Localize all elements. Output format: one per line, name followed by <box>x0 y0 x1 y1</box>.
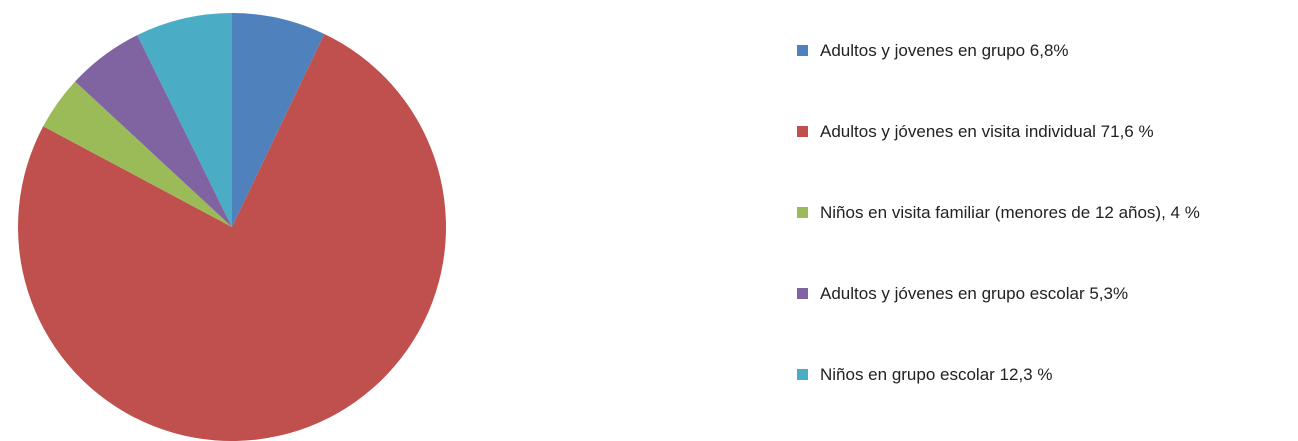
legend-label: Niños en grupo escolar 12,3 % <box>820 365 1053 384</box>
pie-slice <box>232 13 325 227</box>
legend-swatch <box>797 207 808 218</box>
legend-item: Adultos y jóvenes en grupo escolar 5,3% <box>797 280 1128 307</box>
legend-item: Adultos y jóvenes en visita individual 7… <box>797 118 1154 145</box>
legend-label: Adultos y jovenes en grupo 6,8% <box>820 41 1069 60</box>
pie-slice <box>137 13 232 227</box>
legend-swatch <box>797 288 808 299</box>
legend-label: Adultos y jóvenes en visita individual 7… <box>820 122 1154 141</box>
pie-slice <box>75 35 232 227</box>
legend-swatch <box>797 369 808 380</box>
pie-slice <box>18 33 446 441</box>
pie-slice <box>43 81 232 227</box>
legend-swatch <box>797 45 808 56</box>
legend-item: Adultos y jovenes en grupo 6,8% <box>797 37 1069 64</box>
legend-label: Adultos y jóvenes en grupo escolar 5,3% <box>820 284 1129 303</box>
legend-swatch <box>797 126 808 137</box>
legend-label: Niños en visita familiar (menores de 12 … <box>820 203 1200 222</box>
legend-item: Niños en grupo escolar 12,3 % <box>797 361 1052 388</box>
legend-item: Niños en visita familiar (menores de 12 … <box>797 199 1200 226</box>
